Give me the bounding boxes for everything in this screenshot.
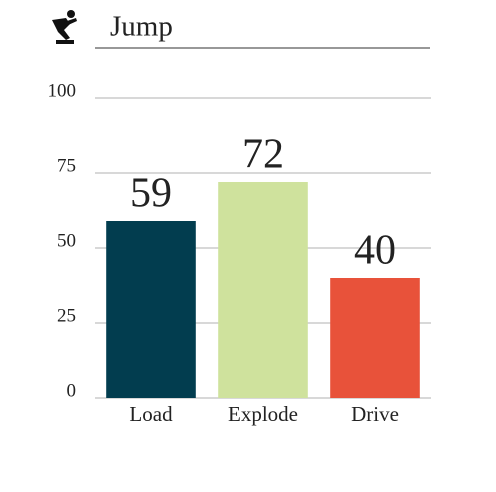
value-label: 59 xyxy=(130,171,172,217)
y-tick-label: 75 xyxy=(57,155,76,176)
y-tick-label: 100 xyxy=(48,80,77,101)
value-label: 72 xyxy=(242,132,284,178)
bar xyxy=(106,221,196,398)
jump-icon xyxy=(52,10,77,44)
y-tick-label: 50 xyxy=(57,230,76,251)
x-tick-label: Drive xyxy=(351,402,399,426)
x-tick-label: Load xyxy=(129,402,173,426)
chart-title: Jump xyxy=(110,11,173,43)
y-tick-label: 0 xyxy=(67,380,77,401)
x-tick-label: Explode xyxy=(228,402,298,426)
bar xyxy=(218,182,308,398)
bar xyxy=(330,278,420,398)
value-label: 40 xyxy=(354,228,396,274)
y-tick-label: 25 xyxy=(57,305,76,326)
